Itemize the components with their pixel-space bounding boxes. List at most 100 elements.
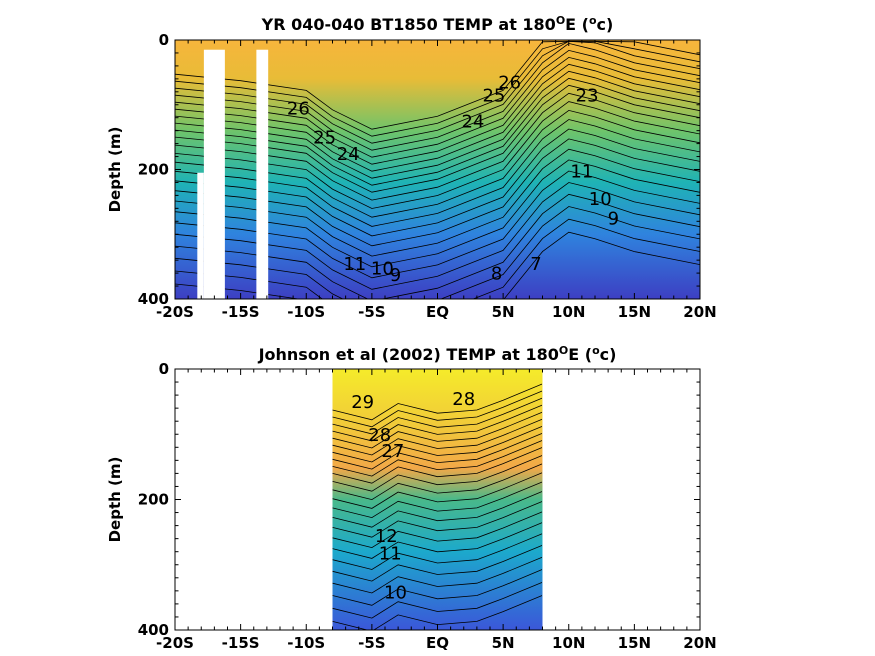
title-superscript: O — [559, 344, 568, 357]
x-tick-label: -15S — [222, 303, 260, 321]
contour-label: 28 — [368, 425, 391, 446]
contour-line — [332, 522, 542, 559]
contour-label: 9 — [390, 265, 401, 286]
contour-label: 28 — [452, 389, 475, 410]
chart-title: Johnson et al (2002) TEMP at 180OE (oc) — [258, 344, 617, 364]
contour-line — [175, 206, 700, 299]
contour-line — [175, 42, 700, 151]
contour-line — [175, 77, 700, 186]
contour-line — [175, 119, 700, 227]
y-tick-label: 0 — [159, 360, 169, 378]
contour-line — [332, 455, 542, 492]
title-text: c) — [600, 345, 617, 364]
contour-line — [332, 581, 542, 619]
data-gap — [197, 172, 204, 299]
contour-label: 26 — [287, 98, 310, 119]
x-tick-label: -20S — [156, 303, 194, 321]
contour-line — [175, 40, 700, 144]
contour-line — [332, 501, 542, 538]
x-tick-label: 15N — [618, 303, 651, 321]
contour-line — [332, 383, 542, 421]
contour-line — [175, 138, 700, 247]
x-tick-label: EQ — [426, 303, 449, 321]
data-gap — [256, 49, 269, 300]
x-tick-label: -5S — [358, 634, 385, 652]
contour-line — [175, 70, 700, 179]
contour-line — [332, 411, 542, 449]
contour-label: 23 — [576, 86, 599, 107]
contour-line — [175, 148, 700, 257]
contour-label: 25 — [482, 86, 505, 107]
contour-line — [332, 491, 542, 528]
contour-label: 12 — [375, 526, 398, 547]
contour-line — [175, 109, 700, 218]
contour-line — [332, 425, 542, 463]
contour-line — [175, 128, 700, 237]
contour-line — [332, 472, 542, 509]
title-superscript: o — [592, 344, 600, 357]
title-superscript: O — [556, 14, 565, 27]
x-tick-label: 20N — [683, 634, 716, 652]
x-tick-label: 15N — [618, 634, 651, 652]
contour-line — [332, 556, 542, 594]
contour-line — [175, 56, 700, 165]
contour-line — [175, 40, 700, 130]
contour-line — [175, 170, 700, 279]
contour-label: 11 — [379, 544, 402, 565]
y-axis-label: Depth (m) — [106, 127, 124, 213]
contour-label: 7 — [530, 254, 541, 275]
contour-label: 27 — [381, 441, 404, 462]
contour-label: 10 — [371, 258, 394, 279]
contour-line — [175, 193, 700, 299]
contour-label: 26 — [498, 73, 521, 94]
contour-line — [332, 404, 542, 442]
x-tick-label: 5N — [492, 303, 515, 321]
title-text: c) — [597, 15, 614, 34]
y-tick-label: 400 — [138, 290, 169, 308]
x-tick-label: -5S — [358, 303, 385, 321]
contour-line — [332, 390, 542, 428]
contour-label: 10 — [589, 189, 612, 210]
contour-line — [332, 569, 542, 606]
contour-line — [332, 397, 542, 435]
contour-lines — [332, 383, 542, 630]
contour-line — [175, 101, 700, 209]
contour-label: 25 — [313, 128, 336, 149]
y-tick-label: 0 — [159, 31, 169, 49]
y-axis-label: Depth (m) — [106, 457, 124, 543]
x-tick-label: -10S — [287, 303, 325, 321]
x-tick-label: 10N — [552, 634, 585, 652]
contour-label: 11 — [570, 161, 593, 182]
x-tick-label: 10N — [552, 303, 585, 321]
contour-label: 10 — [384, 583, 407, 604]
contour-line — [332, 463, 542, 501]
contour-line — [175, 84, 700, 193]
contour-line — [175, 63, 700, 172]
title-superscript: o — [589, 14, 597, 27]
title-text: Johnson et al (2002) TEMP at 180 — [258, 345, 559, 364]
contour-label: 24 — [337, 144, 360, 165]
x-tick-label: -10S — [287, 634, 325, 652]
contour-line — [332, 544, 542, 582]
title-text: E ( — [568, 345, 592, 364]
contour-line — [175, 182, 700, 290]
y-tick-label: 400 — [138, 621, 169, 639]
contour-line — [332, 533, 542, 570]
contour-label: 24 — [461, 111, 484, 132]
contour-label: 8 — [491, 264, 502, 285]
x-tick-label: 5N — [492, 634, 515, 652]
contour-line — [175, 92, 700, 201]
contour-line — [332, 511, 542, 549]
chart-title: YR 040-040 BT1850 TEMP at 180OE (oc) — [261, 14, 614, 34]
title-text: YR 040-040 BT1850 TEMP at 180 — [261, 15, 556, 34]
contour-line — [175, 40, 700, 137]
y-tick-label: 200 — [138, 491, 169, 509]
contour-label: 29 — [351, 392, 374, 413]
contour-line — [175, 49, 700, 158]
x-tick-label: EQ — [426, 634, 449, 652]
contour-line — [332, 481, 542, 519]
temperature-field — [175, 40, 700, 299]
